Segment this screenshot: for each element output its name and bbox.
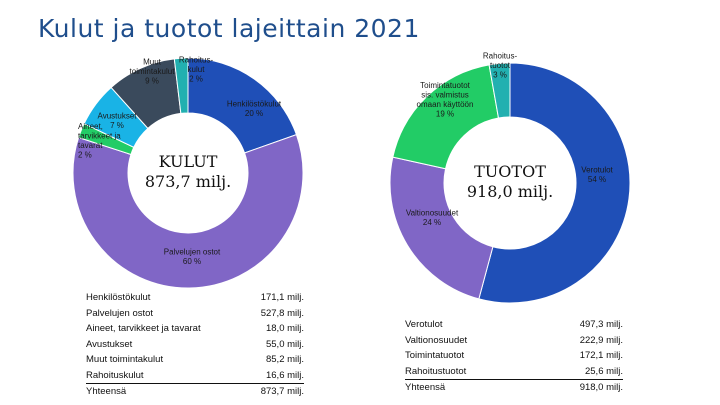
slice-label-rahoitustuotot: Rahoitus-tuotot 3 % <box>483 52 518 80</box>
slice-label-rahoituskulut: Rahoitus-kulut 2 % <box>179 56 214 84</box>
table-row: Avustukset 55,0 milj. <box>86 337 304 353</box>
row-value: 171,1 milj. <box>260 292 304 304</box>
row-value: 25,6 milj. <box>584 365 623 377</box>
total-row: Yhteensä 918,0 milj. <box>405 379 623 396</box>
pie-slice-verotulot <box>478 62 631 304</box>
center-value: 918,0 milj. <box>467 182 553 201</box>
table-row: Valtionosuudet 222,9 milj. <box>405 333 623 349</box>
total-row: Yhteensä 873,7 milj. <box>86 383 304 400</box>
row-value: 222,9 milj. <box>579 334 623 346</box>
table-row: Muut toimintakulut 85,2 milj. <box>86 352 304 368</box>
table-row: Rahoitustuotot 25,6 milj. <box>405 364 623 380</box>
row-name: Rahoituskulut <box>86 369 144 381</box>
row-name: Verotulot <box>405 319 443 331</box>
pie-slice-rahoitustuotot <box>488 62 511 119</box>
row-name: Muut toimintakulut <box>86 354 164 366</box>
row-name: Palvelujen ostot <box>86 307 154 319</box>
costs-table: Henkilöstökulut 171,1 milj. Palvelujen os… <box>86 290 304 400</box>
row-value: 873,7 milj. <box>244 383 304 400</box>
table-row: Toimintatuotot 172,1 milj. <box>405 348 623 364</box>
table-row: Henkilöstökulut 171,1 milj. <box>86 290 304 306</box>
slice-label-verotulot: Verotulot 54 % <box>581 165 613 184</box>
table-row: Rahoituskulut 16,6 milj. <box>86 368 304 384</box>
slice-label-toimintatuotot: Toimintatuotot sis. valmistus omaan käyttö… <box>417 81 474 119</box>
pie-slice-palvelut <box>72 133 304 289</box>
row-value: 172,1 milj. <box>579 350 623 362</box>
row-name: Yhteensä <box>405 379 534 396</box>
row-value: 55,0 milj. <box>265 338 304 350</box>
table-row: Verotulot 497,3 milj. <box>405 317 623 333</box>
row-name: Rahoitustuotot <box>405 365 467 377</box>
row-value: 18,0 milj. <box>265 323 304 335</box>
slice-label-avustukset: Avustukset 7 % <box>98 111 138 130</box>
row-name: Aineet, tarvikkeet ja tavarat <box>86 323 201 335</box>
income-table: Verotulot 497,3 milj. Valtionosuudet 222,9… <box>405 317 623 396</box>
slice-label-henkilosto: Henkilöstökulut 20 % <box>227 99 282 118</box>
slice-label-valtionosuudet: Valtionosuudet 24 % <box>406 208 459 227</box>
table-row: Aineet, tarvikkeet ja tavarat 18,0 milj. <box>86 321 304 337</box>
slice-label-aineet: Aineet, tarvikkeet ja tavarat 2 % <box>78 122 121 160</box>
slice-label-muut: Muut toimintakulut 9 % <box>130 58 176 86</box>
costs-donut: Henkilöstökulut 20 % Palvelujen ostot 60 % A… <box>72 56 304 289</box>
row-value: 16,6 milj. <box>265 369 304 381</box>
center-title: KULUT <box>159 152 218 171</box>
row-name: Valtionosuudet <box>405 334 468 346</box>
row-value: 918,0 milj. <box>533 379 623 396</box>
row-name: Avustukset <box>86 338 133 350</box>
row-value: 497,3 milj. <box>579 319 623 331</box>
row-value: 85,2 milj. <box>265 354 304 366</box>
pie-slice-rahoituskulut <box>173 57 189 114</box>
center-value: 873,7 milj. <box>145 172 231 191</box>
income-donut: Verotulot 54 % Valtionosuudet 24 % Toimintat… <box>389 52 631 304</box>
pie-slice-valtionosuudet <box>389 156 494 300</box>
table-row: Palvelujen ostot 527,8 milj. <box>86 306 304 322</box>
center-title: TUOTOT <box>474 162 546 181</box>
row-name: Henkilöstökulut <box>86 292 151 304</box>
row-name: Yhteensä <box>86 383 245 400</box>
row-value: 527,8 milj. <box>260 307 304 319</box>
slice-label-palvelut: Palvelujen ostot 60 % <box>164 247 221 266</box>
page-title: Kulut ja tuotot lajeittain 2021 <box>38 14 420 43</box>
row-name: Toimintatuotot <box>405 350 465 362</box>
